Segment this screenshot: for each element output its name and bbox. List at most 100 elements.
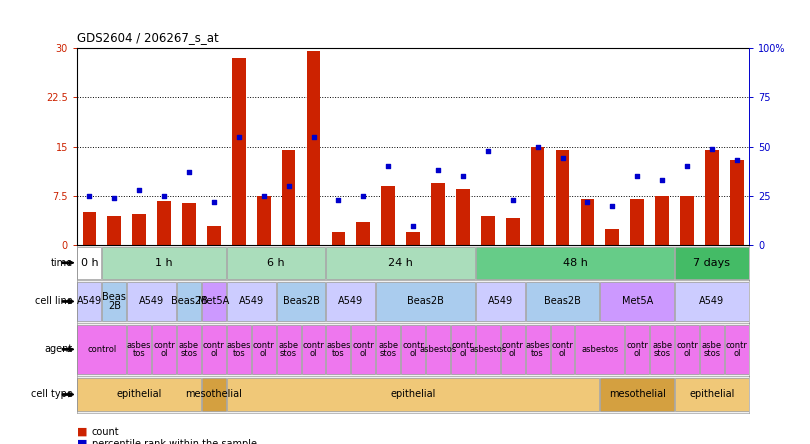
Text: epithelial: epithelial [117, 389, 162, 400]
Text: asbestos: asbestos [582, 345, 619, 354]
Bar [102, 282, 126, 321]
Bar [252, 325, 275, 374]
Point [182, 169, 195, 176]
Bar [407, 232, 420, 245]
Point [731, 157, 744, 164]
Bar [377, 282, 475, 321]
Bar [600, 377, 674, 412]
Point [680, 163, 693, 170]
Point [481, 147, 494, 154]
Point [655, 177, 668, 184]
Bar [401, 325, 425, 374]
Point [531, 143, 544, 150]
Text: A549: A549 [339, 297, 364, 306]
Text: 6 h: 6 h [267, 258, 285, 268]
Bar [301, 325, 326, 374]
Bar [227, 325, 251, 374]
Point [207, 198, 220, 206]
Bar [331, 232, 345, 245]
Text: epithelial: epithelial [390, 389, 436, 400]
Text: contr
ol: contr ol [203, 341, 225, 358]
Bar [456, 190, 470, 245]
Text: asbes
tos: asbes tos [326, 341, 351, 358]
Bar [127, 325, 151, 374]
Point [307, 133, 320, 140]
Point [332, 196, 345, 203]
Text: A549: A549 [699, 297, 724, 306]
Bar [78, 325, 126, 374]
Bar [551, 325, 574, 374]
Bar [605, 229, 619, 245]
Bar [157, 201, 171, 245]
Bar [475, 247, 674, 279]
Bar [102, 247, 226, 279]
Point [432, 167, 445, 174]
Bar [730, 160, 744, 245]
Text: cell type: cell type [31, 389, 73, 400]
Text: mesothelial: mesothelial [609, 389, 666, 400]
Text: contr
ol: contr ol [402, 341, 424, 358]
Text: 1 h: 1 h [156, 258, 173, 268]
Point [158, 192, 171, 199]
Bar [650, 325, 674, 374]
Text: 48 h: 48 h [562, 258, 587, 268]
Bar [675, 325, 699, 374]
Bar [257, 196, 271, 245]
Bar [207, 226, 221, 245]
Bar [132, 214, 146, 245]
Bar [675, 282, 748, 321]
Point [407, 222, 420, 229]
Bar [506, 218, 519, 245]
Text: asbes
tos: asbes tos [227, 341, 251, 358]
Point [581, 198, 594, 206]
Bar [431, 183, 445, 245]
Text: cell line: cell line [35, 297, 73, 306]
Text: Beas
2B: Beas 2B [102, 292, 126, 311]
Point [83, 192, 96, 199]
Text: asbe
stos: asbe stos [652, 341, 672, 358]
Text: 24 h: 24 h [388, 258, 413, 268]
Text: percentile rank within the sample: percentile rank within the sample [92, 439, 257, 444]
Text: mesothelial: mesothelial [185, 389, 242, 400]
Text: Met5A: Met5A [198, 297, 229, 306]
Bar [526, 282, 599, 321]
Point [232, 133, 245, 140]
Text: asbestos: asbestos [469, 345, 506, 354]
Point [556, 155, 569, 162]
Bar [377, 325, 400, 374]
Text: Met5A: Met5A [621, 297, 653, 306]
Bar [630, 199, 644, 245]
Bar [277, 282, 326, 321]
Bar [700, 325, 724, 374]
Text: contr
ol: contr ol [501, 341, 523, 358]
Point [506, 196, 519, 203]
Text: contr
ol: contr ol [552, 341, 573, 358]
Bar [227, 282, 275, 321]
Text: asbes
tos: asbes tos [127, 341, 151, 358]
Point [706, 145, 718, 152]
Bar [556, 150, 569, 245]
Bar [451, 325, 475, 374]
Bar [531, 147, 544, 245]
Text: agent: agent [45, 345, 73, 354]
Text: contr
ol: contr ol [726, 341, 748, 358]
Text: contr
ol: contr ol [153, 341, 175, 358]
Bar [526, 325, 549, 374]
Text: asbe
stos: asbe stos [701, 341, 722, 358]
Bar [177, 325, 201, 374]
Text: asbe
stos: asbe stos [179, 341, 199, 358]
Point [382, 163, 394, 170]
Bar [78, 282, 101, 321]
Text: epithelial: epithelial [689, 389, 735, 400]
Bar [108, 216, 122, 245]
Text: 0 h: 0 h [80, 258, 98, 268]
Bar [202, 377, 226, 412]
Bar [326, 282, 375, 321]
Text: A549: A549 [488, 297, 513, 306]
Point [357, 192, 370, 199]
Text: asbe
stos: asbe stos [378, 341, 399, 358]
Text: contr
ol: contr ol [452, 341, 474, 358]
Bar [475, 282, 525, 321]
Bar [282, 150, 296, 245]
Bar [202, 282, 226, 321]
